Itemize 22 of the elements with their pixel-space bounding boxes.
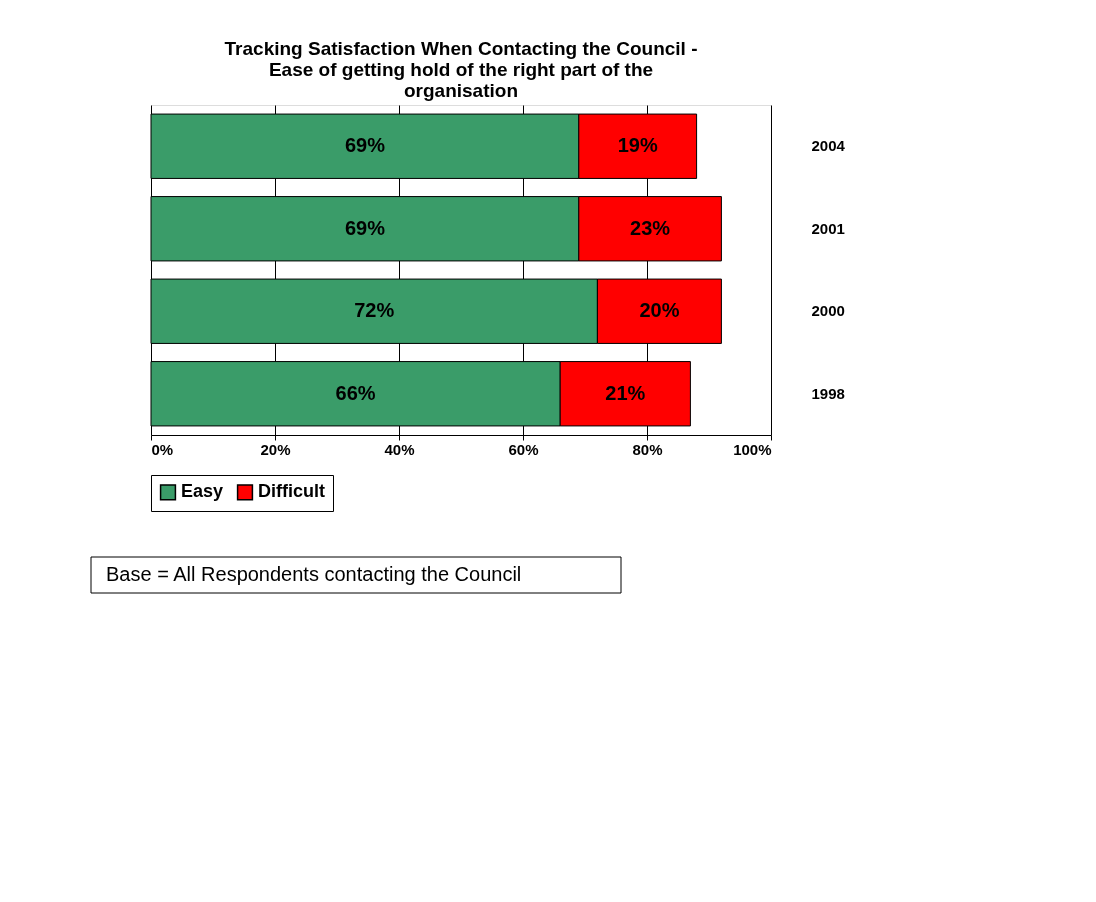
x-tick-label: 40% [384, 440, 415, 458]
chart-title: Tracking Satisfaction When Contacting the Council - Ease of getting hold of the right part of the organisation [224, 38, 698, 101]
data-label: 69% [344, 134, 386, 157]
x-tick-label: 60% [508, 440, 539, 458]
legend-label: Difficult [258, 481, 325, 502]
data-label: 20% [639, 299, 680, 322]
data-label: 21% [605, 381, 646, 404]
data-label: 66% [335, 381, 376, 404]
x-tick-label: 80% [632, 440, 663, 458]
x-tick-label: 0% [151, 440, 174, 458]
data-label: 69% [344, 216, 386, 239]
legend-label: Easy [181, 481, 224, 502]
x-tick-label: 100% [733, 440, 772, 458]
y-tick-label: 1998 [811, 384, 845, 402]
data-label: 72% [354, 299, 395, 322]
text: Base = All Respondents contacting the Council [106, 563, 522, 585]
data-label: 23% [630, 216, 671, 239]
y-tick-label: 2004 [811, 137, 846, 155]
x-tick-label: 20% [260, 440, 291, 458]
y-tick-label: 2000 [811, 302, 845, 320]
y-tick-label: 2001 [811, 219, 845, 237]
data-label: 19% [617, 134, 658, 157]
